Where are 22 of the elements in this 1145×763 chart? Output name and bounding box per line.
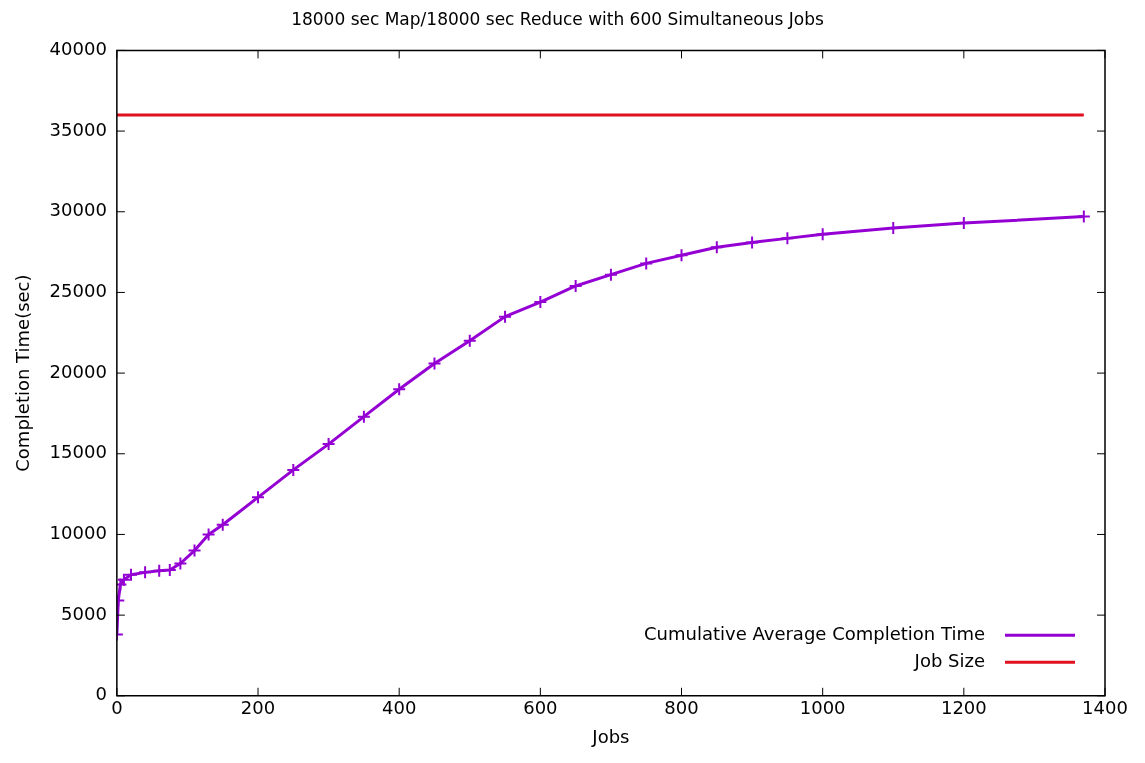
x-tick-label: 1400 bbox=[1082, 697, 1128, 719]
y-tick-label: 25000 bbox=[49, 280, 107, 302]
y-tick-label: 20000 bbox=[49, 360, 107, 382]
x-tick-label: 0 bbox=[111, 697, 123, 719]
legend-label: Cumulative Average Completion Time bbox=[644, 622, 985, 644]
y-tick-label: 5000 bbox=[61, 602, 107, 624]
legend-label: Job Size bbox=[913, 649, 985, 671]
x-tick-label: 200 bbox=[240, 697, 276, 719]
y-axis-title: Completion Time(sec) bbox=[12, 274, 34, 472]
y-tick-label: 30000 bbox=[49, 199, 107, 221]
y-tick-label: 35000 bbox=[49, 118, 107, 140]
y-tick-label: 0 bbox=[95, 683, 107, 705]
x-tick-label: 1000 bbox=[799, 697, 846, 719]
x-axis-title: Jobs bbox=[591, 725, 630, 747]
x-tick-label: 600 bbox=[523, 697, 558, 719]
y-tick-label: 40000 bbox=[49, 38, 107, 60]
x-tick-label: 800 bbox=[664, 697, 699, 719]
x-tick-label: 1200 bbox=[940, 697, 987, 719]
x-tick-label: 400 bbox=[382, 697, 417, 719]
chart-title: 18000 sec Map/18000 sec Reduce with 600 Simultaneous Jobs bbox=[291, 8, 824, 29]
y-tick-label: 15000 bbox=[49, 441, 107, 463]
y-tick-label: 10000 bbox=[49, 522, 107, 544]
